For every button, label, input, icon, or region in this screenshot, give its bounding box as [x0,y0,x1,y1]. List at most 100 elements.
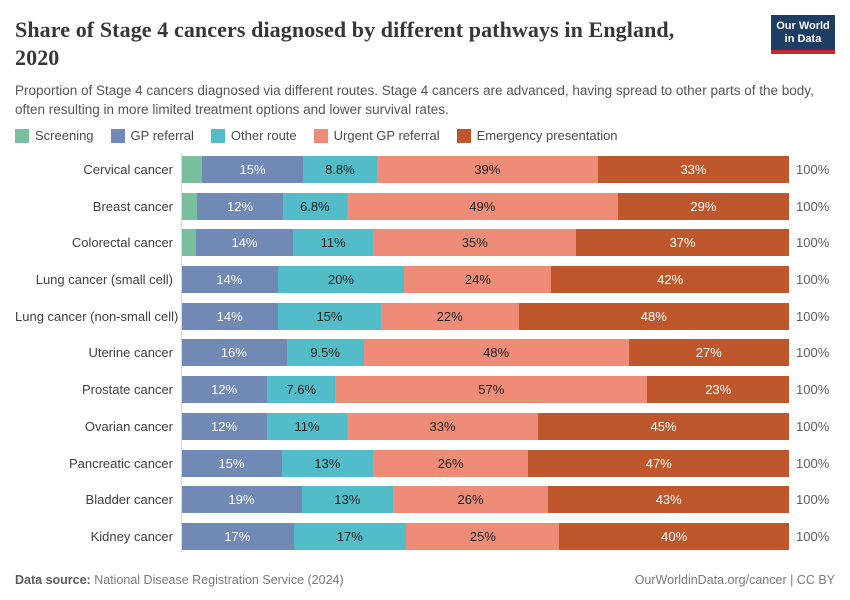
bar-segment-urgent-gp-referral[interactable]: 49% [346,192,618,220]
data-source-label: Data source: [15,573,91,587]
legend-item-other-route[interactable]: Other route [210,128,297,143]
bar-segment-screening[interactable] [181,229,197,257]
bar-segment-value: 45% [650,418,677,434]
bar-segment-value: 12% [211,382,238,398]
bar-segment-emergency-presentation[interactable]: 47% [528,449,789,477]
bar-segment-emergency-presentation[interactable]: 33% [597,156,789,183]
bar-segment-urgent-gp-referral[interactable]: 26% [392,486,549,514]
bar-segment-emergency-presentation[interactable]: 37% [576,229,789,257]
bar-segment-value: 48% [640,308,667,324]
bar-segment-gp-referral[interactable]: 12% [181,376,268,404]
legend-item-screening[interactable]: Screening [15,128,94,143]
legend-swatch-screening [15,128,29,143]
row-total-label: 100% [796,235,830,251]
bar-segment-screening[interactable] [181,192,198,220]
bar-segment-other-route[interactable]: 15% [278,302,381,330]
header: Share of Stage 4 cancers diagnosed by di… [15,16,835,72]
bar-segment-emergency-presentation[interactable]: 43% [548,486,789,514]
bar-segment-gp-referral[interactable]: 12% [181,412,268,440]
legend-label: Screening [35,128,94,143]
bar-segment-gp-referral[interactable]: 19% [181,486,302,514]
bar-segment-emergency-presentation[interactable]: 42% [551,266,789,294]
bar-track: 12% 7.6% 57% 23% [181,376,789,404]
owid-logo-text-line2: in Data [784,33,822,45]
bar-track: 12% 11% 33% 45% [181,412,789,440]
row-total-label: 100% [796,382,830,398]
category-label: Prostate cancer [81,382,173,398]
bar-segment-screening[interactable] [181,156,203,183]
title-line-2: 2020 [15,45,60,70]
chart-row: Kidney cancer 17% 17% 25% 40% 100% [15,522,835,550]
bar-segment-urgent-gp-referral[interactable]: 57% [335,376,648,404]
row-total-label: 100% [796,492,830,508]
bar-segment-value: 26% [437,455,464,471]
bar-segment-gp-referral[interactable]: 12% [197,192,284,220]
bar-segment-value: 39% [474,162,501,177]
bar-segment-gp-referral[interactable]: 14% [196,229,293,257]
chart-row: Lung cancer (small cell) 14% 20% 24% 42% 100% [15,266,835,294]
bar-segment-gp-referral[interactable]: 14% [181,266,278,294]
bar-segment-urgent-gp-referral[interactable]: 22% [380,302,519,330]
bar-segment-gp-referral[interactable]: 15% [202,156,304,183]
bar-segment-urgent-gp-referral[interactable]: 24% [404,266,552,294]
bar-segment-gp-referral[interactable]: 16% [181,339,287,367]
legend-swatch-gp-referral [110,128,125,143]
legend-item-urgent-gp-referral[interactable]: Urgent GP referral [313,128,440,143]
bar-segment-other-route[interactable]: 6.8% [283,192,347,220]
bar-segment-gp-referral[interactable]: 14% [181,302,279,330]
bar-segment-urgent-gp-referral[interactable]: 39% [376,156,598,183]
bar-segment-urgent-gp-referral[interactable]: 33% [347,412,539,440]
bar-segment-emergency-presentation[interactable]: 27% [628,339,789,367]
bar-segment-urgent-gp-referral[interactable]: 26% [372,449,529,477]
owid-logo[interactable]: Our World in Data [771,15,835,54]
legend-label: Emergency presentation [476,128,618,143]
category-label: Bladder cancer [85,492,173,508]
title-line-1: Share of Stage 4 cancers diagnosed by di… [15,17,675,42]
bar-track: 16% 9.5% 48% 27% [181,339,789,367]
bar-track: 19% 13% 26% 43% [181,486,789,514]
bar-segment-other-route[interactable]: 13% [301,486,393,514]
chart-subtitle: Proportion of Stage 4 cancers diagnosed … [15,83,814,117]
bar-segment-other-route[interactable]: 11% [292,229,374,257]
bar-segment-emergency-presentation[interactable]: 48% [518,302,789,330]
bar-track: 14% 15% 22% 48% [181,302,789,330]
bar-segment-urgent-gp-referral[interactable]: 48% [363,339,629,367]
chart-row: Uterine cancer 16% 9.5% 48% 27% 100% [15,339,835,367]
bar-segment-urgent-gp-referral[interactable]: 35% [373,229,577,257]
bar-segment-emergency-presentation[interactable]: 29% [617,192,789,220]
bar-segment-other-route[interactable]: 17% [293,522,407,550]
bar-segment-value: 15% [316,308,343,324]
category-label: Lung cancer (non-small cell) [15,308,179,324]
bar-track: 14% 20% 24% 42% [181,266,789,294]
chart-row: Colorectal cancer 14% 11% 35% 37% 100% [15,229,835,257]
bar-segment-other-route[interactable]: 11% [267,412,348,440]
legend-item-gp-referral[interactable]: GP referral [110,128,194,143]
bar-segment-emergency-presentation[interactable]: 23% [647,376,789,404]
chart-row: Prostate cancer 12% 7.6% 57% 23% 100% [15,376,835,404]
bar-segment-other-route[interactable]: 9.5% [286,339,364,367]
legend-item-emergency-presentation[interactable]: Emergency presentation [456,128,618,143]
bar-segment-emergency-presentation[interactable]: 45% [538,412,789,440]
bar-segment-other-route[interactable]: 20% [277,266,405,294]
bar-segment-other-route[interactable]: 8.8% [303,156,377,183]
legend-label: GP referral [130,128,194,143]
category-label: Kidney cancer [90,528,173,544]
bar-segment-other-route[interactable]: 13% [281,449,373,477]
bar-segment-value: 43% [655,492,682,508]
bar-segment-emergency-presentation[interactable]: 40% [559,522,789,550]
bar-segment-urgent-gp-referral[interactable]: 25% [406,522,560,550]
row-total-label: 100% [796,198,830,214]
bar-segment-value: 6.8% [300,198,330,214]
bar-segment-value: 40% [661,528,688,544]
bar-segment-gp-referral[interactable]: 17% [181,522,294,550]
bar-segment-value: 35% [461,235,488,251]
bar-segment-gp-referral[interactable]: 15% [181,449,282,477]
row-total-label: 100% [796,528,830,544]
license-link[interactable]: OurWorldinData.org/cancer | CC BY [634,573,835,587]
chart-row: Lung cancer (non-small cell) 14% 15% 22% 48%… [15,302,835,330]
bar-segment-value: 15% [239,162,266,177]
bar-segment-other-route[interactable]: 7.6% [267,376,336,404]
bar-segment-value: 20% [327,272,354,288]
chart-row: Ovarian cancer 12% 11% 33% 45% 100% [15,412,835,440]
